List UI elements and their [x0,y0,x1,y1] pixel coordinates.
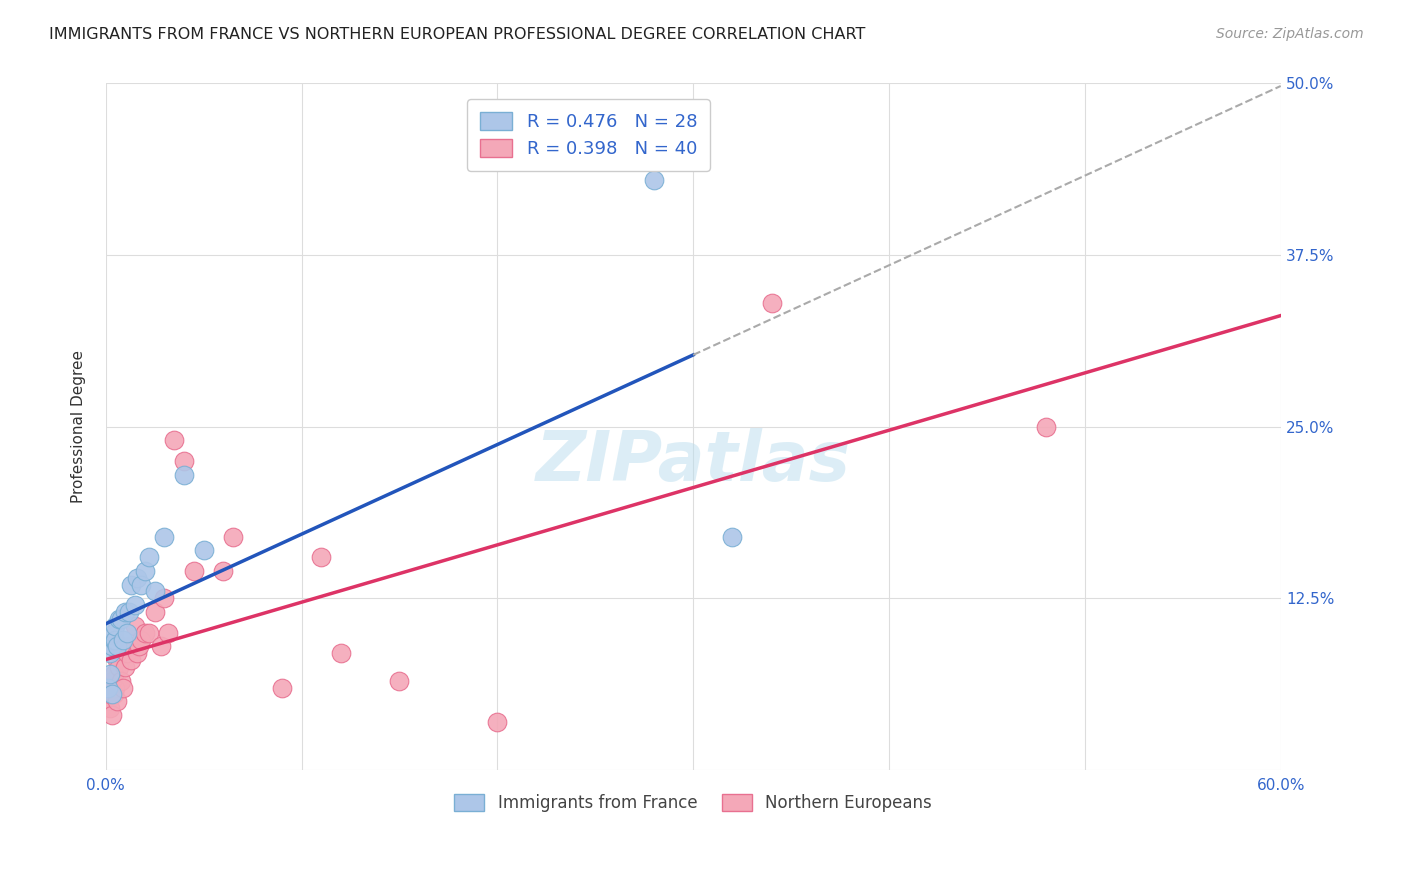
Point [125,646,148,660]
Point [309,550,332,565]
Point [103,666,125,681]
Point [100,688,122,702]
Point [120,577,142,591]
Point [108,660,131,674]
Point [103,625,125,640]
Text: IMMIGRANTS FROM FRANCE VS NORTHERN EUROPEAN PROFESSIONAL DEGREE CORRELATION CHAR: IMMIGRANTS FROM FRANCE VS NORTHERN EUROP… [49,27,866,42]
Point [100,673,122,688]
Point [138,625,160,640]
Point [329,646,352,660]
Point [138,550,160,565]
Point [134,564,156,578]
Point [134,625,156,640]
Point [128,640,150,654]
Point [98,701,121,715]
Point [120,653,142,667]
Point [107,653,129,667]
Point [114,605,136,619]
Point [153,591,176,606]
Point [110,673,132,688]
Point [157,625,180,640]
Point [163,434,186,448]
Point [108,612,131,626]
Point [721,530,744,544]
Point [112,681,135,695]
Point [271,681,294,695]
Point [104,632,127,647]
Text: Source: ZipAtlas.com: Source: ZipAtlas.com [1216,27,1364,41]
Point [107,640,129,654]
Point [124,599,146,613]
Point [124,619,146,633]
Point [153,530,176,544]
Y-axis label: Professional Degree: Professional Degree [72,351,86,503]
Point [98,646,121,660]
Point [98,666,121,681]
Point [149,640,172,654]
Point [143,605,166,619]
Point [486,714,509,729]
Text: ZIPatlas: ZIPatlas [536,427,851,494]
Point [173,454,195,468]
Point [118,605,141,619]
Point [643,172,665,186]
Point [104,681,127,695]
Point [98,688,121,702]
Point [212,564,235,578]
Point [114,660,136,674]
Point [193,543,215,558]
Point [183,564,205,578]
Point [103,632,125,647]
Point [100,708,122,723]
Point [107,694,129,708]
Legend: Immigrants from France, Northern Europeans: Immigrants from France, Northern Europea… [443,782,943,823]
Point [129,632,152,647]
Point [97,681,120,695]
Point [104,619,127,633]
Point [1035,419,1057,434]
Point [103,688,125,702]
Point [761,296,783,310]
Point [112,632,135,647]
Point [97,681,120,695]
Point [388,673,411,688]
Point [143,584,166,599]
Point [222,530,245,544]
Point [125,571,148,585]
Point [110,612,132,626]
Point [129,577,152,591]
Point [118,640,141,654]
Point [173,467,195,482]
Point [115,625,138,640]
Point [100,640,122,654]
Point [97,694,120,708]
Point [115,646,138,660]
